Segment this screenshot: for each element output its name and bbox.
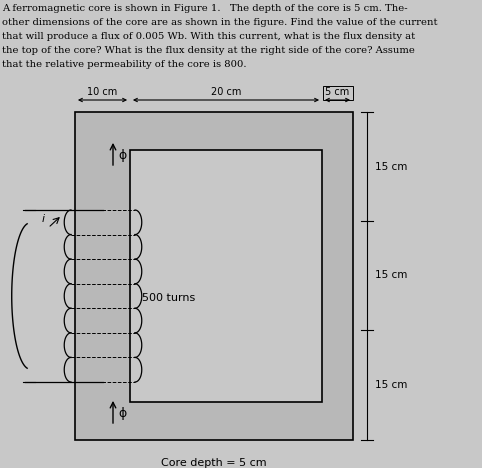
Text: ϕ: ϕ <box>118 407 126 419</box>
Bar <box>75 112 353 440</box>
Text: 10 cm: 10 cm <box>87 87 118 97</box>
Text: A ferromagnetic core is shown in Figure 1.   The depth of the core is 5 cm. The-: A ferromagnetic core is shown in Figure … <box>2 4 408 13</box>
Text: ϕ: ϕ <box>118 148 126 161</box>
Text: 500 turns: 500 turns <box>142 293 195 303</box>
Text: the top of the core? What is the flux density at the right side of the core? Ass: the top of the core? What is the flux de… <box>2 46 415 55</box>
Text: that will produce a flux of 0.005 Wb. With this current, what is the flux densit: that will produce a flux of 0.005 Wb. Wi… <box>2 32 415 41</box>
Text: i: i <box>42 214 45 224</box>
Text: 15 cm: 15 cm <box>375 380 407 390</box>
Text: Core depth = 5 cm: Core depth = 5 cm <box>161 458 267 468</box>
Text: 15 cm: 15 cm <box>375 161 407 171</box>
Text: other dimensions of the core are as shown in the figure. Find the value of the c: other dimensions of the core are as show… <box>2 18 438 27</box>
Text: 5 cm: 5 cm <box>325 87 349 97</box>
Text: that the relative permeability of the core is 800.: that the relative permeability of the co… <box>2 60 246 69</box>
FancyBboxPatch shape <box>322 86 352 100</box>
Bar <box>130 150 322 402</box>
Text: 20 cm: 20 cm <box>211 87 241 97</box>
Text: 15 cm: 15 cm <box>375 271 407 280</box>
